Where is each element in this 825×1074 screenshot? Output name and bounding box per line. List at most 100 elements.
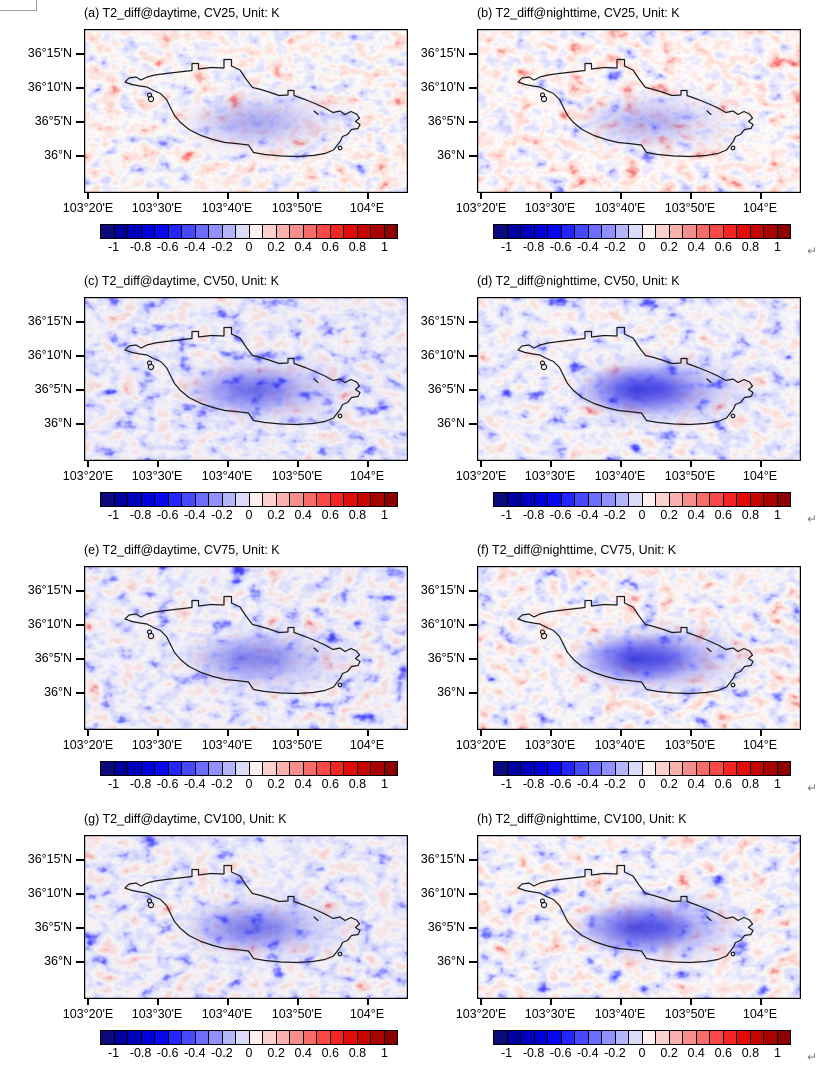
colorbar <box>493 224 791 239</box>
y-axis-tick-label: 36°10'N <box>27 886 72 900</box>
colorbar-segment <box>195 762 209 775</box>
panel-title: (a) T2_diff@daytime, CV25, Unit: K <box>84 6 280 20</box>
x-axis-tick <box>87 999 89 1005</box>
colorbar-segment <box>750 762 764 775</box>
colorbar-segment <box>750 1031 764 1044</box>
colorbar-segment <box>357 1031 371 1044</box>
y-axis-tick <box>469 87 477 89</box>
colorbar-tick-label: 0.6 <box>714 240 732 254</box>
x-axis-tick <box>480 999 482 1005</box>
map-plot <box>84 29 408 193</box>
colorbar-segment <box>276 493 290 506</box>
colorbar-tick-label: -0.4 <box>577 777 599 791</box>
colorbar-tick-label: 0 <box>245 508 253 522</box>
colorbar-segment <box>263 493 277 506</box>
map-panel-b: (b) T2_diff@nighttime, CV25, Unit: K <box>393 0 817 268</box>
paragraph-return-icon: ↵ <box>807 1050 818 1064</box>
x-axis-tick-label: 104°E <box>742 1007 778 1021</box>
colorbar-tick-label: -0.8 <box>522 240 545 254</box>
colorbar-segment <box>344 225 358 238</box>
x-axis-tick-label: 103°20'E <box>455 469 507 483</box>
y-axis-tick <box>469 658 477 660</box>
colorbar-segment <box>317 493 331 506</box>
colorbar-segment <box>494 493 508 506</box>
colorbar-segment <box>236 225 250 238</box>
y-axis-tick <box>469 590 477 592</box>
map-panel-c: (c) T2_diff@daytime, CV50, Unit: K <box>0 268 420 536</box>
colorbar-segment <box>656 225 670 238</box>
map-panel-e: (e) T2_diff@daytime, CV75, Unit: K <box>0 537 420 805</box>
colorbar-segment <box>723 493 737 506</box>
x-axis-tick-label: 103°30'E <box>524 1007 576 1021</box>
map-panel-f: (f) T2_diff@nighttime, CV75, Unit: K <box>393 537 817 805</box>
map-panel-a: (a) T2_diff@daytime, CV25, Unit: K <box>0 0 420 268</box>
colorbar-segment <box>737 493 751 506</box>
x-axis-tick-label: 103°40'E <box>594 1007 646 1021</box>
colorbar-segment <box>534 493 548 506</box>
colorbar <box>493 1030 791 1045</box>
colorbar-tick-label: 0.4 <box>687 1046 705 1060</box>
colorbar-tick-label: 1 <box>381 1046 388 1060</box>
colorbar-segment <box>114 1031 128 1044</box>
x-axis-tick <box>550 193 552 199</box>
y-axis-tick <box>469 859 477 861</box>
colorbar-segment <box>209 493 223 506</box>
x-axis-tick <box>297 193 299 199</box>
colorbar-tick-label: 0.4 <box>294 240 312 254</box>
paragraph-return-icon: ↵ <box>807 781 818 795</box>
colorbar-segment <box>602 1031 616 1044</box>
x-axis-tick-label: 103°30'E <box>524 469 576 483</box>
colorbar-segment <box>507 762 521 775</box>
y-axis-tick-label: 36°N <box>44 148 72 162</box>
colorbar-tick-label: -0.4 <box>184 240 206 254</box>
x-axis-tick <box>550 730 552 736</box>
colorbar-segment <box>290 1031 304 1044</box>
colorbar-tick-label: 0.4 <box>294 508 312 522</box>
colorbar-segment <box>168 1031 182 1044</box>
colorbar-tick-label: -0.2 <box>211 1046 233 1060</box>
colorbar-segment <box>683 762 697 775</box>
colorbar-segment <box>330 225 344 238</box>
colorbar-segment <box>303 493 317 506</box>
panel-title: (b) T2_diff@nighttime, CV25, Unit: K <box>477 6 680 20</box>
colorbar-tick-label: 0.8 <box>741 1046 760 1060</box>
colorbar-segment <box>182 493 196 506</box>
colorbar-labels: -1 -0.8 -0.6 -0.4 -0.2 0 0.2 0.4 0.6 0.8 1 <box>493 777 791 791</box>
colorbar-segment <box>168 762 182 775</box>
cooling-anomaly-core <box>575 902 695 954</box>
colorbar-segment <box>494 225 508 238</box>
colorbar-segment <box>588 762 602 775</box>
y-axis-tick <box>469 389 477 391</box>
colorbar-segment <box>683 225 697 238</box>
map-plot <box>84 566 408 730</box>
colorbar-tick-label: -0.2 <box>211 777 233 791</box>
colorbar-tick-label: -0.2 <box>604 240 626 254</box>
x-axis-tick <box>690 193 692 199</box>
map-plot <box>477 566 801 730</box>
y-axis-tick-label: 36°N <box>44 416 72 430</box>
x-axis-tick <box>227 730 229 736</box>
colorbar-segment <box>249 493 263 506</box>
colorbar-tick-label: 0.8 <box>348 240 367 254</box>
y-axis-tick <box>469 321 477 323</box>
colorbar-segment <box>764 762 778 775</box>
colorbar-segment <box>588 493 602 506</box>
colorbar-segment <box>507 225 521 238</box>
colorbar-segment <box>696 1031 710 1044</box>
y-axis-tick-label: 36°10'N <box>27 80 72 94</box>
y-axis-tick <box>76 155 84 157</box>
colorbar-segment <box>777 762 790 775</box>
map-plot <box>84 835 408 999</box>
panel-title: (e) T2_diff@daytime, CV75, Unit: K <box>84 543 280 557</box>
colorbar-tick-label: -0.8 <box>129 508 152 522</box>
colorbar-segment <box>521 493 535 506</box>
x-axis-tick <box>157 730 159 736</box>
x-axis-tick-label: 104°E <box>349 469 385 483</box>
colorbar-segment <box>141 1031 155 1044</box>
colorbar-segment <box>290 493 304 506</box>
colorbar-segment <box>750 225 764 238</box>
colorbar-tick-label: 0.2 <box>660 777 678 791</box>
colorbar-segment <box>588 225 602 238</box>
x-axis-tick <box>760 193 762 199</box>
colorbar-tick-label: 0.6 <box>714 1046 732 1060</box>
